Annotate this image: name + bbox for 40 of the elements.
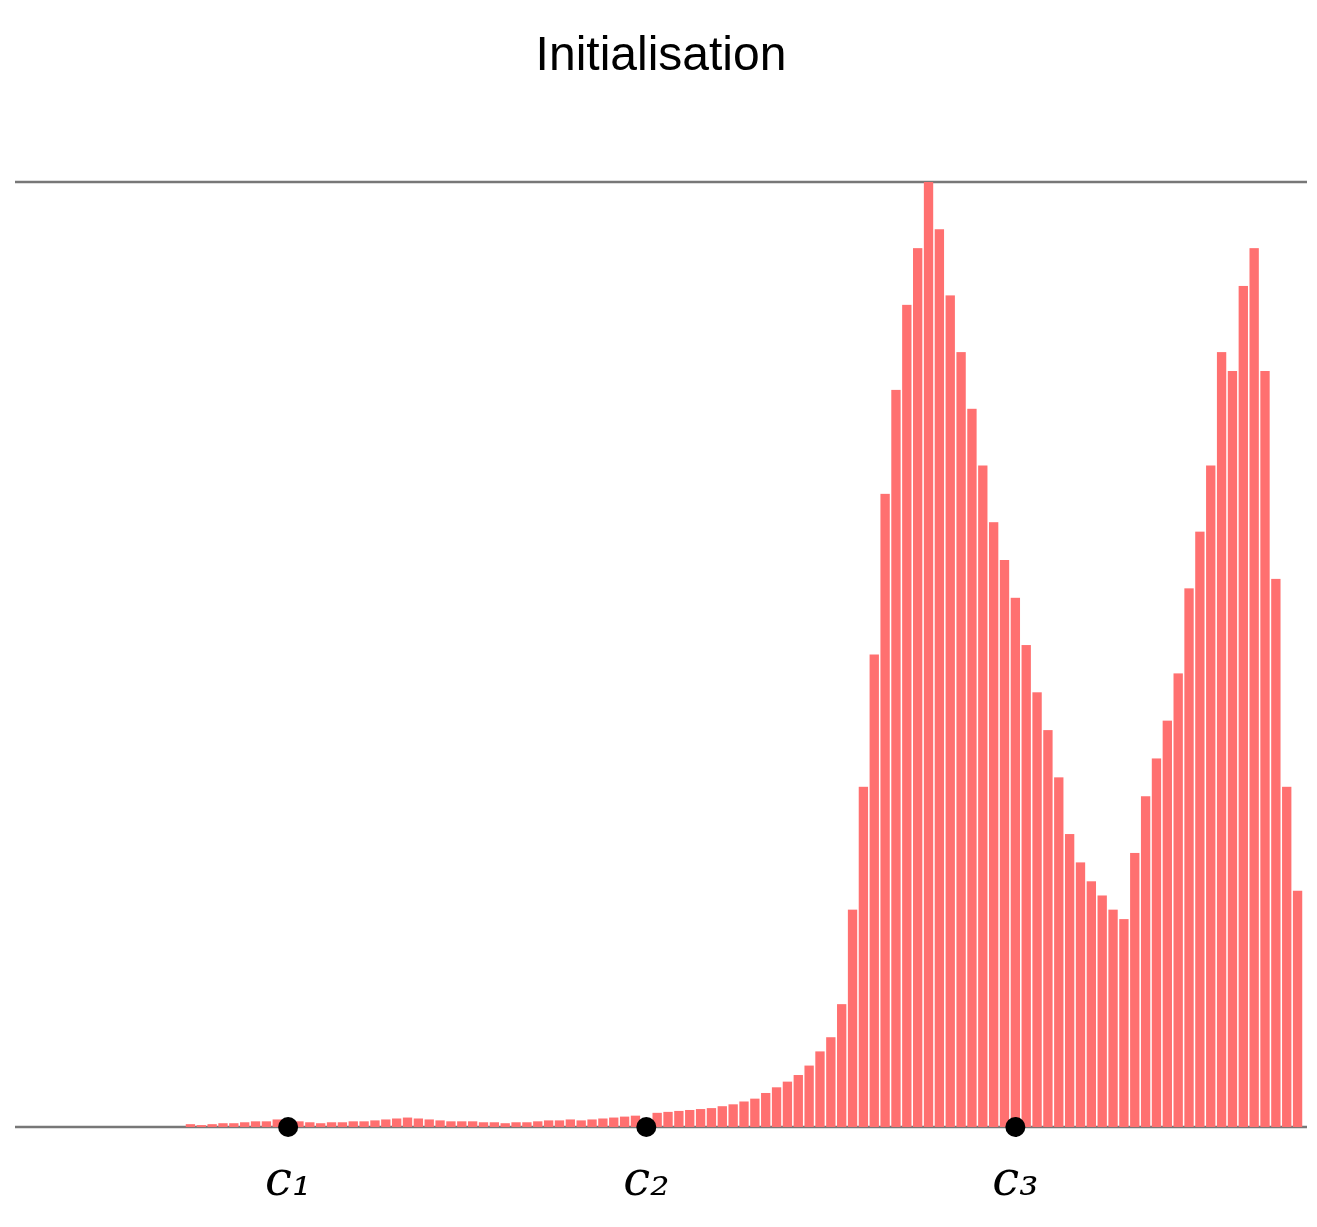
x-tick-label: c₃ [992,1150,1039,1207]
bar [261,1121,272,1127]
bar [402,1117,413,1127]
bar [847,909,858,1127]
bar [706,1108,717,1127]
bar [1086,881,1096,1127]
bar [934,229,945,1127]
bar [771,1087,782,1127]
bar [391,1118,402,1127]
bar [543,1120,554,1128]
bar [999,560,1010,1127]
bar [565,1119,575,1127]
bar [1064,834,1075,1127]
bar [478,1122,489,1127]
bar [1075,862,1086,1127]
bar [782,1081,793,1127]
chart-title: Initialisation [535,27,787,80]
bar [923,182,934,1127]
x-tick-label: c₁ [265,1150,312,1207]
bar [619,1116,630,1127]
bar [316,1123,326,1127]
bar [988,522,999,1127]
bar [913,248,923,1127]
bar [1151,758,1162,1127]
bar [185,1124,196,1128]
bar [1162,720,1172,1127]
bar [858,786,869,1127]
bar [467,1121,478,1127]
bar [326,1122,337,1127]
bar [554,1120,565,1128]
bar [1227,371,1238,1127]
bar [250,1121,261,1127]
bar [1216,352,1227,1127]
bar [1140,796,1151,1127]
x-tick-label: c₂ [623,1150,670,1207]
bar [695,1109,706,1127]
bar [489,1122,500,1127]
bar [337,1122,348,1127]
bar [1292,890,1303,1127]
bar [413,1118,424,1127]
